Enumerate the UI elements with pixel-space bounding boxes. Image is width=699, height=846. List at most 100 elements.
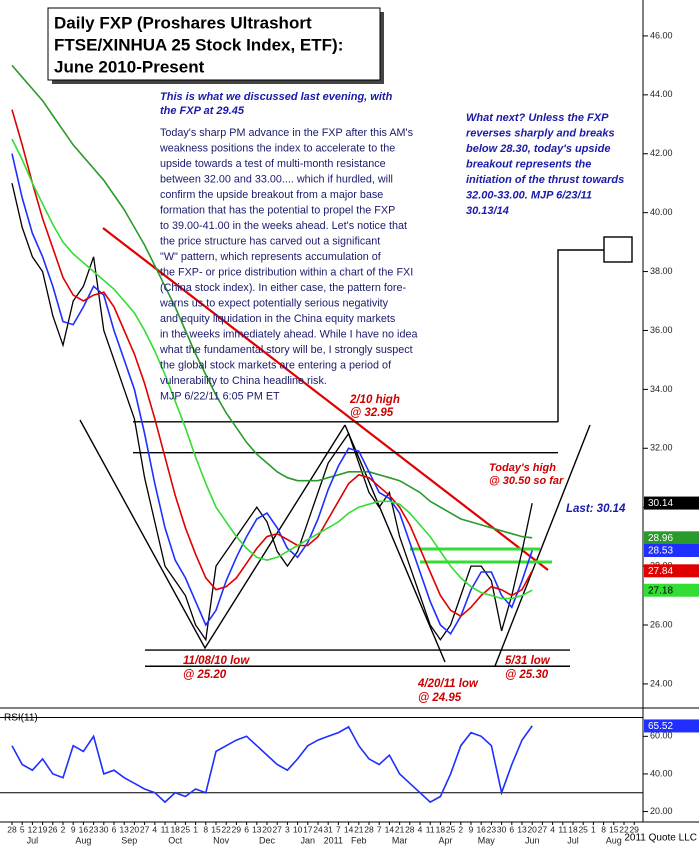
x-tick-label: 19	[38, 824, 48, 834]
annotation: @ 32.95	[350, 407, 394, 419]
annotation: between 32.00 and 33.00.... which if hur…	[160, 173, 393, 185]
annotation: the global stock markets are entering a …	[160, 359, 392, 371]
y-tick-label: 24.00	[650, 678, 673, 688]
x-tick-label: 20	[130, 824, 140, 834]
x-tick-label: 18	[568, 824, 578, 834]
x-tick-label: 1	[591, 824, 596, 834]
last-value-box	[644, 543, 699, 557]
series-line	[11, 64, 533, 539]
x-tick-label: 14	[385, 824, 395, 834]
annotation: (China stock index). In either case, the…	[160, 282, 406, 294]
last-value-label: 27.84	[648, 566, 673, 577]
y-tick-label: 26.00	[650, 619, 673, 629]
x-tick-label: 12	[28, 824, 38, 834]
last-value-box	[644, 496, 699, 510]
x-tick-label: 28	[364, 824, 374, 834]
last-value-label: 28.53	[648, 546, 673, 557]
x-tick-label: 30	[497, 824, 507, 834]
x-tick-label: 30	[99, 824, 109, 834]
series-line	[11, 153, 533, 636]
annotation: and equity liquidation in the China equi…	[160, 313, 396, 325]
annotation: "W" pattern, which represents accumulati…	[160, 251, 382, 263]
x-tick-label: 16	[476, 824, 486, 834]
x-group-label: Feb	[351, 835, 367, 845]
annotation: @ 30.50 so far	[489, 475, 564, 487]
x-group-label: Dec	[259, 835, 276, 845]
x-group-label: Jan	[301, 835, 316, 845]
x-tick-label: 22	[619, 824, 629, 834]
annotation: weakness positions the index to accelera…	[159, 142, 395, 154]
annotation: to 39.00-41.00 in the weeks ahead. Let's…	[160, 220, 407, 232]
x-group-label: Mar	[392, 835, 408, 845]
x-tick-label: 11	[558, 824, 567, 834]
x-tick-label: 31	[323, 824, 333, 834]
annotation: what the fundamental story will be, I st…	[159, 344, 413, 356]
annotation: This is what we discussed last evening, …	[160, 91, 393, 103]
last-value-label: 30.14	[648, 498, 673, 509]
annotation: confirm the upside breakout from a major…	[160, 189, 383, 201]
x-tick-label: 15	[609, 824, 619, 834]
last-value-label: 28.96	[648, 533, 673, 544]
series-line	[11, 109, 533, 618]
x-tick-label: 2	[61, 824, 66, 834]
x-tick-label: 14	[344, 824, 354, 834]
x-tick-label: 2	[458, 824, 463, 834]
x-tick-label: 29	[629, 824, 639, 834]
last-value-box	[644, 564, 699, 578]
x-group-label: Aug	[75, 835, 91, 845]
chart-title: FTSE/XINHUA 25 Stock Index, ETF):	[54, 35, 343, 54]
annotation: MJP 6/22/11 6:05 PM ET	[160, 390, 280, 402]
annotation: Today's sharp PM advance in the FXP afte…	[160, 127, 414, 139]
x-tick-label: 16	[79, 824, 89, 834]
x-tick-label: 27	[140, 824, 150, 834]
x-tick-label: 13	[517, 824, 527, 834]
x-group-label: May	[478, 835, 496, 845]
x-tick-label: 9	[71, 824, 76, 834]
x-tick-label: 7	[377, 824, 382, 834]
y-tick-label: 42.00	[650, 148, 673, 158]
annotation: the FXP- or price distribution within a …	[160, 266, 413, 278]
title-box	[47, 7, 381, 81]
x-tick-label: 25	[446, 824, 456, 834]
x-tick-label: 28	[7, 824, 17, 834]
x-group-label: Jul	[27, 835, 39, 845]
panel-label: RSI(11)	[4, 713, 38, 724]
annotation: @ 25.30	[505, 669, 549, 681]
x-tick-label: 28	[405, 824, 415, 834]
series-line	[11, 725, 533, 804]
x-group-label: Jul	[567, 835, 579, 845]
annotation: the FXP at 29.45	[160, 105, 245, 117]
x-tick-label: 21	[354, 824, 364, 834]
annotation: vulnerability to China headline risk.	[160, 375, 327, 387]
last-value-box	[644, 531, 699, 545]
x-tick-label: 1	[193, 824, 198, 834]
x-tick-label: 20	[262, 824, 272, 834]
x-tick-label: 9	[469, 824, 474, 834]
x-tick-label: 11	[426, 824, 435, 834]
chart-title: Daily FXP (Proshares Ultrashort	[54, 13, 312, 32]
x-group-label: Oct	[168, 835, 183, 845]
annotation: @ 24.95	[418, 692, 462, 704]
x-group-label: Nov	[213, 835, 230, 845]
x-tick-label: 27	[272, 824, 282, 834]
y-tick-label: 32.00	[650, 443, 673, 453]
target-line	[557, 249, 604, 422]
trendline	[102, 227, 549, 571]
y-tick-label: 38.00	[650, 266, 673, 276]
y-tick-label: 34.00	[650, 384, 673, 394]
annotation: warns us to expect potentially serious n…	[159, 297, 389, 309]
x-tick-label: 23	[89, 824, 99, 834]
last-value-label: 65.52	[648, 721, 673, 732]
annotation: upside towards a test of multi-month res…	[160, 158, 386, 170]
annotation: initiation of the thrust towards	[466, 174, 624, 186]
annotation: 2/10 high	[349, 394, 400, 406]
x-tick-label: 20	[527, 824, 537, 834]
v-pattern	[79, 419, 346, 650]
y-tick-label: 20.00	[650, 806, 673, 816]
x-tick-label: 26	[48, 824, 58, 834]
x-tick-label: 29	[232, 824, 242, 834]
annotation: Last: 30.14	[566, 503, 626, 515]
v-pattern	[344, 424, 446, 663]
y-tick-label: 40.00	[650, 207, 673, 217]
